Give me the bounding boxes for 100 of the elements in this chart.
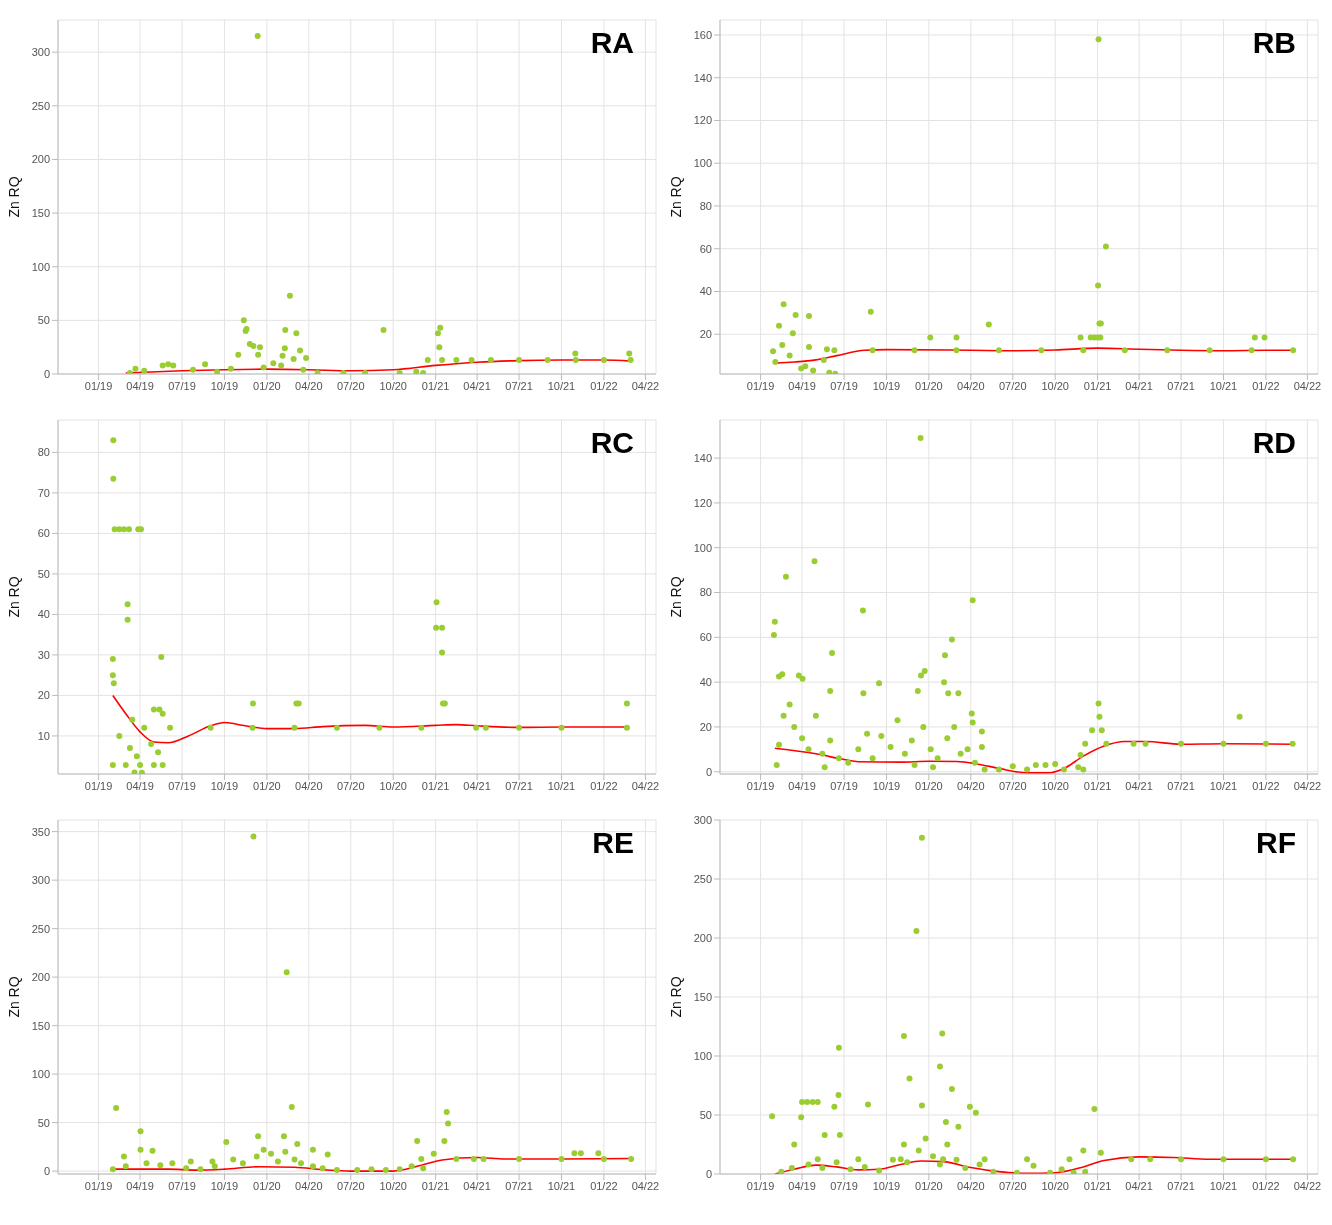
- x-tick-label: 10/19: [210, 379, 239, 392]
- y-tick-label: 300: [31, 46, 50, 59]
- x-tick-label: 01/19: [746, 779, 775, 792]
- x-tick-label: 04/22: [1293, 379, 1322, 392]
- x-tick-label: 10/19: [872, 1179, 901, 1192]
- y-tick-label: 150: [693, 990, 712, 1003]
- x-tick-label: 04/22: [1293, 1179, 1322, 1192]
- x-tick-label: 04/22: [631, 779, 660, 792]
- x-tick-label: 07/19: [168, 779, 196, 792]
- x-tick-label: 01/21: [421, 1179, 450, 1192]
- y-tick-label: 100: [693, 541, 712, 554]
- x-tick-label: 07/21: [505, 1179, 533, 1192]
- x-tick-label: 10/19: [872, 379, 901, 392]
- chart-title: RF: [1256, 826, 1296, 860]
- x-tick-label: 01/22: [1252, 779, 1280, 792]
- x-tick-label: 10/21: [547, 379, 576, 392]
- y-tick-label: 50: [37, 1116, 50, 1129]
- x-tick-label: 04/19: [126, 379, 154, 392]
- x-tick-label: 07/19: [168, 1179, 196, 1192]
- y-tick-label: 100: [693, 1049, 712, 1062]
- y-tick-label: 160: [693, 28, 712, 41]
- y-tick-label: 300: [693, 813, 712, 826]
- y-tick-label: 120: [693, 496, 712, 509]
- y-axis-title: Zn RQ: [667, 976, 684, 1018]
- y-tick-label: 40: [699, 676, 712, 689]
- y-tick-label: 50: [37, 314, 50, 327]
- y-tick-label: 50: [37, 567, 50, 580]
- y-tick-label: 0: [705, 1167, 712, 1180]
- x-tick-label: 04/20: [295, 379, 323, 392]
- x-tick-label: 01/22: [1252, 1179, 1280, 1192]
- y-tick-label: 40: [699, 285, 712, 298]
- y-axis-title: Zn RQ: [667, 176, 684, 218]
- x-tick-label: 04/19: [788, 379, 816, 392]
- x-tick-label: 10/21: [1209, 379, 1238, 392]
- x-tick-label: 07/21: [1167, 379, 1195, 392]
- y-tick-label: 200: [693, 931, 712, 944]
- x-tick-label: 04/21: [463, 379, 491, 392]
- x-tick-label: 07/20: [337, 1179, 365, 1192]
- x-tick-label: 07/21: [505, 379, 533, 392]
- y-tick-label: 150: [31, 1019, 50, 1032]
- y-tick-label: 60: [699, 242, 712, 255]
- y-tick-label: 100: [31, 1068, 50, 1081]
- y-tick-label: 250: [693, 872, 712, 885]
- chart-title: RB: [1252, 26, 1296, 60]
- y-tick-label: 30: [37, 648, 50, 661]
- x-tick-label: 10/21: [547, 1179, 576, 1192]
- x-tick-label: 04/22: [631, 379, 660, 392]
- x-tick-label: 04/20: [295, 779, 323, 792]
- y-tick-label: 120: [693, 114, 712, 127]
- x-tick-label: 01/20: [915, 779, 943, 792]
- y-tick-label: 350: [31, 825, 50, 838]
- x-tick-label: 04/21: [1125, 779, 1153, 792]
- y-tick-label: 80: [699, 199, 712, 212]
- y-axis-title: Zn RQ: [5, 976, 22, 1018]
- x-tick-label: 07/21: [505, 779, 533, 792]
- x-tick-label: 07/20: [999, 1179, 1027, 1192]
- x-tick-label: 04/19: [126, 1179, 154, 1192]
- x-tick-label: 10/20: [1041, 1179, 1069, 1192]
- y-tick-label: 140: [693, 71, 712, 84]
- y-tick-label: 0: [43, 1165, 50, 1177]
- x-tick-label: 04/21: [1125, 379, 1153, 392]
- x-tick-label: 01/20: [915, 1179, 943, 1192]
- x-tick-label: 07/20: [999, 779, 1027, 792]
- x-tick-label: 04/21: [463, 1179, 491, 1192]
- x-tick-label: 04/21: [463, 779, 491, 792]
- x-tick-label: 01/21: [421, 379, 450, 392]
- x-tick-label: 01/20: [915, 379, 943, 392]
- x-tick-label: 04/20: [957, 379, 985, 392]
- x-tick-label: 01/21: [1083, 1179, 1112, 1192]
- x-tick-label: 07/19: [830, 379, 858, 392]
- y-tick-label: 100: [31, 260, 50, 273]
- y-tick-label: 200: [31, 971, 50, 984]
- y-tick-label: 0: [43, 367, 50, 380]
- y-tick-label: 140: [693, 451, 712, 464]
- x-tick-label: 07/21: [1167, 1179, 1195, 1192]
- x-tick-label: 04/19: [788, 779, 816, 792]
- x-tick-label: 10/21: [547, 779, 576, 792]
- y-tick-label: 80: [699, 586, 712, 599]
- x-tick-label: 10/20: [379, 779, 407, 792]
- x-tick-label: 01/22: [590, 1179, 618, 1192]
- x-tick-label: 07/20: [337, 379, 365, 392]
- x-tick-label: 04/19: [788, 1179, 816, 1192]
- y-tick-label: 10: [37, 729, 50, 742]
- y-tick-label: 50: [699, 1108, 712, 1121]
- x-tick-label: 01/20: [253, 379, 281, 392]
- x-tick-label: 01/19: [84, 1179, 113, 1192]
- chart-title: RE: [592, 826, 634, 860]
- y-axis-title: Zn RQ: [5, 576, 22, 618]
- x-tick-label: 10/21: [1209, 1179, 1238, 1192]
- y-axis-title: Zn RQ: [667, 576, 684, 618]
- x-tick-label: 10/20: [379, 1179, 407, 1192]
- x-tick-label: 01/22: [590, 379, 618, 392]
- y-tick-label: 60: [37, 527, 50, 540]
- x-tick-label: 04/20: [957, 779, 985, 792]
- x-tick-label: 10/19: [210, 779, 239, 792]
- y-tick-label: 300: [31, 874, 50, 887]
- y-tick-label: 20: [37, 689, 50, 702]
- x-tick-label: 01/21: [421, 779, 450, 792]
- x-tick-label: 07/20: [999, 379, 1027, 392]
- x-tick-label: 04/19: [126, 779, 154, 792]
